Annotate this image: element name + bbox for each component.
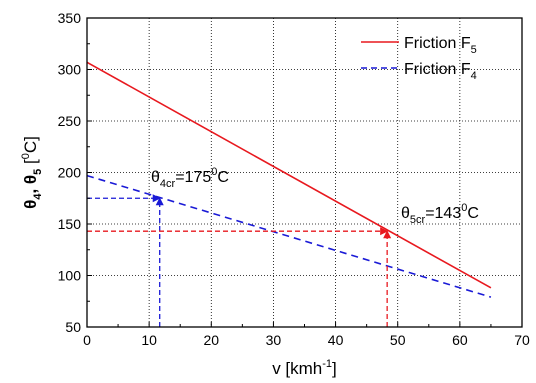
y-tick-label: 150 xyxy=(58,216,82,232)
x-tick-label: 20 xyxy=(203,332,219,348)
x-axis-title: v [kmh-1] xyxy=(272,358,337,378)
legend-label-friction-f5: Friction F5 xyxy=(404,35,477,56)
y-tick-label: 250 xyxy=(58,113,82,129)
x-tick-label: 0 xyxy=(83,332,91,348)
x-tick-label: 70 xyxy=(514,332,530,348)
y-tick-label: 350 xyxy=(58,10,82,26)
x-tick-label: 50 xyxy=(390,332,406,348)
legend-label-friction-f4: Friction F4 xyxy=(404,61,477,82)
legend: Friction F5 Friction F4 xyxy=(361,35,477,82)
annotation-arrow-up xyxy=(155,197,164,206)
x-tick-label: 60 xyxy=(452,332,468,348)
x-tick-label: 40 xyxy=(328,332,344,348)
series-layer xyxy=(86,61,492,298)
y-tick-label: 50 xyxy=(65,319,81,335)
annotation-arrow-right xyxy=(152,194,161,203)
annotation-theta4cr: θ4cr=1750C xyxy=(151,166,229,190)
annotation-theta5cr: θ5cr=1430C xyxy=(401,202,479,226)
tick-layer: 0 10 20 30 40 50 60 70 50 100 150 200 250 300 350 xyxy=(58,10,530,348)
annotation-arrow-up xyxy=(383,230,392,239)
x-tick-label: 30 xyxy=(266,332,282,348)
series-line-friction-f4 xyxy=(86,174,492,298)
series-line-friction-f5 xyxy=(86,61,492,289)
y-tick-label: 100 xyxy=(58,268,82,284)
x-tick-label: 10 xyxy=(141,332,157,348)
y-tick-label: 200 xyxy=(58,165,82,181)
annotation-arrow-right xyxy=(380,227,389,236)
annotation-layer xyxy=(87,194,392,327)
y-axis-title: θ4, θ5 [0C] xyxy=(20,136,44,209)
y-tick-label: 300 xyxy=(58,62,82,78)
